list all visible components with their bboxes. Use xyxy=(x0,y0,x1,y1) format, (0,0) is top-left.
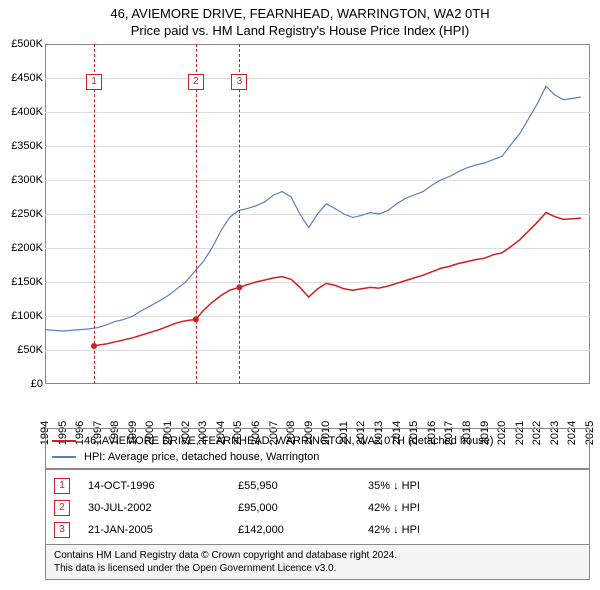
transaction-row: 3 21-JAN-2005£142,00042% ↓ HPI xyxy=(54,519,581,541)
y-axis-label: £50K xyxy=(3,344,43,356)
transaction-price: £142,000 xyxy=(238,524,368,536)
legend-swatch xyxy=(52,456,76,458)
transaction-delta: 42% ↓ HPI xyxy=(368,502,420,514)
y-axis-label: £300K xyxy=(3,174,43,186)
y-axis-label: £200K xyxy=(3,242,43,254)
plot-svg xyxy=(45,44,590,384)
legend-label: 46, AVIEMORE DRIVE, FEARNHEAD, WARRINGTO… xyxy=(84,435,494,447)
transaction-date: 21-JAN-2005 xyxy=(88,524,238,536)
legend: 46, AVIEMORE DRIVE, FEARNHEAD, WARRINGTO… xyxy=(45,428,590,470)
legend-item: HPI: Average price, detached house, Warr… xyxy=(52,449,583,465)
transaction-price: £55,950 xyxy=(238,480,368,492)
chart-title-line1: 46, AVIEMORE DRIVE, FEARNHEAD, WARRINGTO… xyxy=(0,6,600,23)
y-axis-label: £0 xyxy=(3,378,43,390)
transaction-date: 14-OCT-1996 xyxy=(88,480,238,492)
transaction-delta: 42% ↓ HPI xyxy=(368,524,420,536)
footer-line1: Contains HM Land Registry data © Crown c… xyxy=(54,549,581,562)
y-axis-label: £500K xyxy=(3,38,43,50)
y-axis-label: £100K xyxy=(3,310,43,322)
y-axis-label: £450K xyxy=(3,72,43,84)
transaction-row-badge: 1 xyxy=(54,478,70,494)
y-axis-label: £250K xyxy=(3,208,43,220)
footer-line2: This data is licensed under the Open Gov… xyxy=(54,562,581,575)
transaction-row-badge: 2 xyxy=(54,500,70,516)
transaction-marker-line xyxy=(196,44,197,384)
transaction-date: 30-JUL-2002 xyxy=(88,502,238,514)
legend-swatch xyxy=(52,440,76,442)
transaction-marker-badge: 2 xyxy=(188,74,204,90)
y-axis-label: £150K xyxy=(3,276,43,288)
y-axis-label: £400K xyxy=(3,106,43,118)
series-hpi xyxy=(45,86,581,331)
transaction-marker-line xyxy=(239,44,240,384)
footer-attribution: Contains HM Land Registry data © Crown c… xyxy=(45,544,590,580)
legend-item: 46, AVIEMORE DRIVE, FEARNHEAD, WARRINGTO… xyxy=(52,433,583,449)
chart-plot-area: 1 2 3 xyxy=(45,44,590,384)
transaction-marker-badge: 3 xyxy=(231,74,247,90)
transactions-table: 1 14-OCT-1996£55,95035% ↓ HPI 2 30-JUL-2002… xyxy=(45,468,590,548)
transaction-row-badge: 3 xyxy=(54,522,70,538)
y-axis-label: £350K xyxy=(3,140,43,152)
transaction-row: 2 30-JUL-2002£95,00042% ↓ HPI xyxy=(54,497,581,519)
transaction-price: £95,000 xyxy=(238,502,368,514)
series-property xyxy=(94,213,581,346)
legend-label: HPI: Average price, detached house, Warr… xyxy=(84,451,319,463)
transaction-marker-badge: 1 xyxy=(86,74,102,90)
chart-title-block: 46, AVIEMORE DRIVE, FEARNHEAD, WARRINGTO… xyxy=(0,0,600,40)
transaction-row: 1 14-OCT-1996£55,95035% ↓ HPI xyxy=(54,475,581,497)
transaction-marker-line xyxy=(94,44,95,384)
transaction-delta: 35% ↓ HPI xyxy=(368,480,420,492)
chart-title-line2: Price paid vs. HM Land Registry's House … xyxy=(0,23,600,40)
